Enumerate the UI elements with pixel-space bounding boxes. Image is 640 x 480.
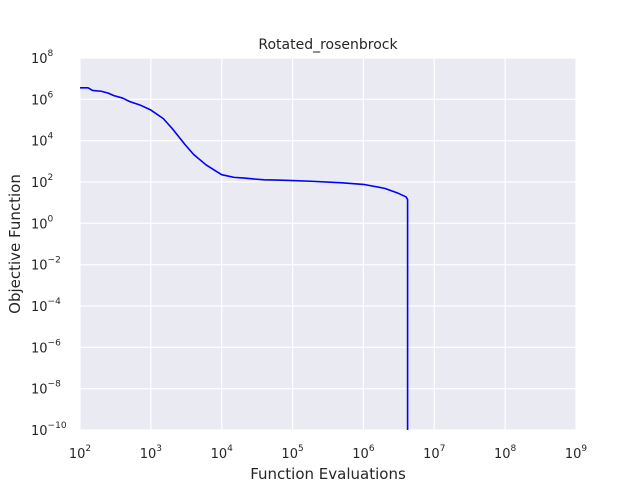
x-tick-label: 109 <box>565 444 588 462</box>
y-tick-label: 106 <box>31 90 54 108</box>
y-tick-label: 10−10 <box>31 421 67 439</box>
y-tick-label: 108 <box>31 49 54 67</box>
plot-area <box>80 58 576 430</box>
x-tick-label: 106 <box>352 444 375 462</box>
x-axis-label: Function Evaluations <box>250 465 406 480</box>
x-tick-label: 108 <box>494 444 517 462</box>
x-tick-label: 102 <box>69 444 91 462</box>
y-tick-label: 10−8 <box>31 380 61 398</box>
x-tick-label: 107 <box>423 444 445 462</box>
x-tick-label: 105 <box>281 444 303 462</box>
y-tick-label: 104 <box>31 132 54 150</box>
chart-title: Rotated_rosenbrock <box>258 37 398 53</box>
grid <box>79 57 577 431</box>
y-tick-labels: 10−10 10−8 10−6 10−4 10−2 100 102 104 106 108 <box>31 49 67 439</box>
y-tick-label: 100 <box>31 214 54 232</box>
y-tick-label: 10−6 <box>31 338 61 356</box>
y-tick-label: 10−2 <box>31 256 61 274</box>
x-tick-label: 103 <box>140 444 162 462</box>
y-tick-label: 10−4 <box>31 297 61 315</box>
x-tick-label: 104 <box>211 444 234 462</box>
series-line <box>80 87 409 430</box>
series-layer <box>80 87 409 430</box>
y-tick-label: 102 <box>31 173 53 191</box>
x-tick-labels: 102 103 104 105 106 107 108 109 <box>69 444 588 462</box>
y-axis-label: Objective Function <box>6 174 24 314</box>
